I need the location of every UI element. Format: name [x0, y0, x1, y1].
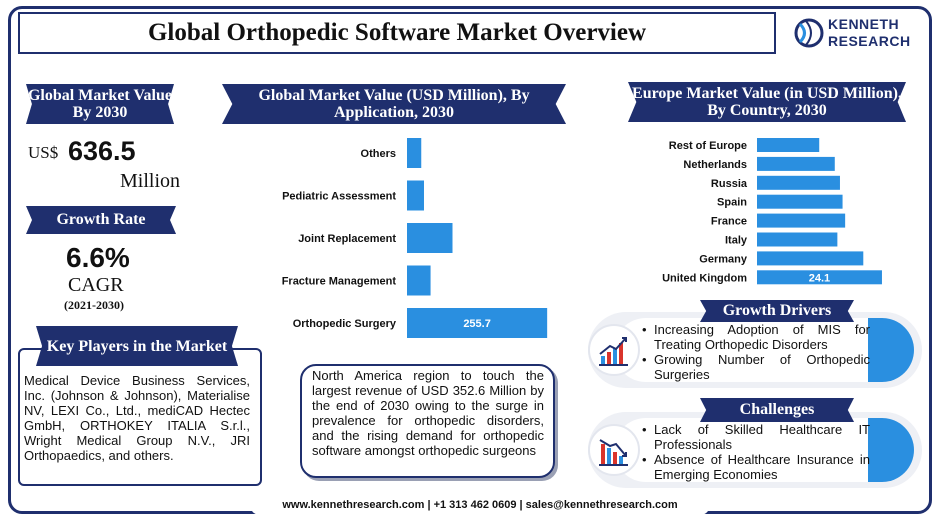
bar	[757, 213, 846, 228]
market-value-number: 636.5	[68, 136, 136, 166]
key-players-heading: Key Players in the Market	[36, 326, 238, 366]
cagr-label: CAGR	[68, 274, 124, 296]
application-chart-title: Global Market Value (USD Million), By Ap…	[258, 87, 530, 121]
north-america-note: North America region to touch the larges…	[312, 368, 544, 458]
page-title: Global Orthopedic Software Market Overvi…	[147, 19, 647, 46]
challenges-panel: Lack of Skilled Healthcare IT Profession…	[588, 412, 922, 488]
challenges-heading: Challenges	[700, 398, 854, 422]
market-value-heading: Global Market Value By 2030	[26, 84, 174, 124]
europe-chart-heading: Europe Market Value (in USD Million), By…	[628, 82, 906, 122]
bar	[757, 175, 840, 190]
market-value-heading-text: Global Market Value By 2030	[27, 87, 172, 121]
category-label: Others	[361, 148, 396, 160]
bar	[407, 138, 422, 168]
logo-line2: RESEARCH	[828, 33, 911, 49]
category-label: Fracture Management	[282, 276, 397, 288]
category-label: Italy	[725, 235, 748, 247]
challenge-item: Absence of Healthcare Insurance in Emerg…	[642, 452, 870, 482]
key-players-text: Medical Device Business Services, Inc. (…	[24, 373, 250, 463]
category-label: Netherlands	[683, 159, 747, 171]
category-label: Orthopedic Surgery	[293, 318, 397, 330]
category-label: Pediatric Assessment	[282, 191, 396, 203]
growth-drivers-heading: Growth Drivers	[700, 300, 854, 322]
market-value-unit: Million	[120, 170, 181, 192]
challenges-heading-text: Challenges	[739, 401, 815, 418]
growth-drivers-panel: Increasing Adoption of MIS for Treating …	[588, 312, 922, 388]
key-players-heading-text: Key Players in the Market	[46, 337, 228, 355]
category-label: France	[711, 216, 747, 228]
title-box: Global Orthopedic Software Market Overvi…	[18, 12, 776, 54]
growth-drivers-heading-text: Growth Drivers	[722, 302, 832, 319]
bar	[757, 251, 864, 266]
kenneth-research-logo: KENNETH RESEARCH	[790, 12, 920, 56]
bar	[757, 138, 820, 152]
growth-rate-heading: Growth Rate	[26, 206, 176, 234]
category-label: Russia	[711, 178, 748, 190]
cagr-period: (2021-2030)	[64, 298, 124, 312]
growth-drivers-list: Increasing Adoption of MIS for Treating …	[642, 322, 870, 382]
category-label: United Kingdom	[662, 272, 747, 284]
bar	[407, 180, 424, 211]
growth-driver-item: Growing Number of Orthopedic Surgeries	[642, 352, 870, 382]
europe-chart-title: Europe Market Value (in USD Million), By…	[632, 85, 902, 119]
bar	[407, 265, 431, 296]
logo-text: KENNETH RESEARCH	[828, 16, 911, 50]
decline-chart-icon	[588, 424, 640, 476]
data-label: 24.1	[809, 272, 830, 284]
category-label: Rest of Europe	[669, 140, 747, 152]
north-america-box	[300, 364, 555, 478]
growth-rate-value: 6.6%	[66, 242, 130, 273]
growth-chart-icon	[588, 324, 640, 376]
growth-rate-heading-text: Growth Rate	[56, 211, 146, 228]
bar	[407, 308, 548, 338]
currency-label: US$	[28, 143, 59, 162]
logo-line1: KENNETH	[828, 16, 900, 32]
footer-contact: www.kennethresearch.com | +1 313 462 060…	[250, 495, 710, 515]
bar	[757, 232, 838, 247]
growth-driver-item: Increasing Adoption of MIS for Treating …	[642, 322, 870, 352]
logo-globe-icon	[794, 18, 824, 48]
data-label: 255.7	[463, 318, 491, 330]
application-bar-chart: Others Pediatric Assessment Joint Replacem…	[282, 138, 548, 338]
bar	[757, 194, 843, 209]
category-label: Joint Replacement	[298, 233, 396, 245]
challenges-list: Lack of Skilled Healthcare IT Profession…	[642, 422, 870, 482]
application-chart-heading: Global Market Value (USD Million), By Ap…	[222, 84, 566, 124]
bar	[757, 270, 882, 285]
bar	[407, 223, 453, 253]
bar	[757, 156, 835, 171]
challenge-item: Lack of Skilled Healthcare IT Profession…	[642, 422, 870, 452]
category-label: Germany	[699, 253, 748, 265]
category-label: Spain	[717, 197, 747, 209]
europe-bar-chart: Rest of Europe Netherlands Russia Spain Fran…	[662, 138, 882, 285]
